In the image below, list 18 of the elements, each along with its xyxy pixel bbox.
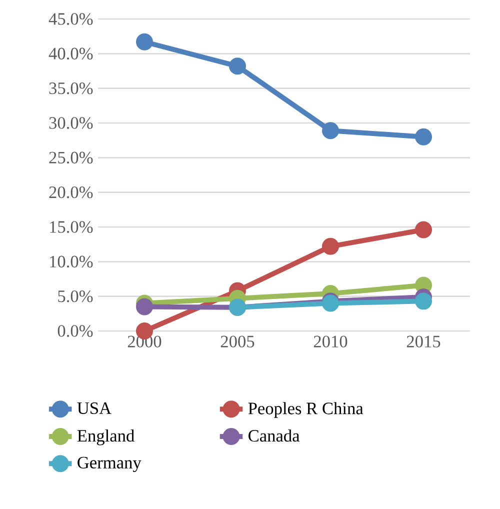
y-tick-label: 40.0% (48, 48, 93, 60)
legend-label: Canada (248, 429, 300, 442)
y-tick-label: 15.0% (50, 221, 93, 233)
x-tick-label: 2005 (220, 336, 254, 348)
y-tick-label: 10.0% (50, 256, 93, 268)
y-tick-label: 0.0% (58, 325, 93, 337)
x-tick-label: 2010 (314, 336, 348, 348)
legend-label: England (77, 429, 134, 446)
legend-label: Germany (78, 456, 142, 472)
x-tick-label: 2015 (406, 336, 440, 348)
y-tick-label: 5.0% (58, 290, 93, 302)
y-tick-label: 45.0% (48, 13, 93, 25)
legend-label: USA (77, 402, 112, 414)
y-tick-label: 20.0% (49, 186, 93, 198)
y-tick-label: 25.0% (49, 152, 93, 164)
y-tick-label: 30.0% (49, 117, 93, 129)
y-tick-label: 35.0% (49, 82, 93, 94)
legend-label: Peoples R China (248, 402, 364, 418)
